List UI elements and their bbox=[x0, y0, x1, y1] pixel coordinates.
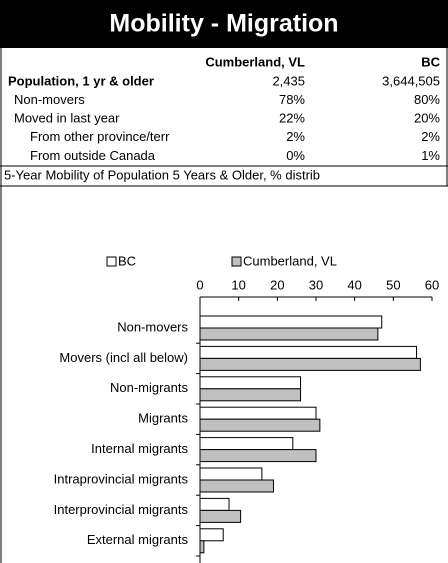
row-label: Population, 1 yr & older bbox=[8, 73, 154, 88]
category-label: Internal migrants bbox=[91, 441, 188, 456]
bar bbox=[199, 509, 242, 523]
bar bbox=[199, 376, 302, 390]
bar bbox=[199, 315, 383, 329]
cell: 2% bbox=[286, 129, 305, 144]
row-label: From outside Canada bbox=[30, 148, 156, 163]
bar bbox=[199, 528, 224, 542]
bar bbox=[199, 540, 205, 554]
category-label: Intraprovincial migrants bbox=[54, 471, 189, 486]
bar bbox=[199, 418, 321, 432]
bar bbox=[199, 327, 379, 341]
category-label: Interprovincial migrants bbox=[54, 502, 189, 517]
legend-swatch bbox=[106, 256, 117, 267]
x-tick-label: 0 bbox=[196, 277, 203, 292]
category-label: External migrants bbox=[87, 532, 189, 547]
legend-label: BC bbox=[118, 253, 136, 268]
row-label: Moved in last year bbox=[14, 111, 120, 126]
page-title: Mobility - Migration bbox=[109, 10, 338, 38]
category-label: Non-migrants bbox=[110, 380, 189, 395]
x-tick-label: 30 bbox=[309, 277, 323, 292]
cell: 80% bbox=[414, 92, 440, 107]
bar bbox=[199, 479, 274, 493]
x-tick-label: 50 bbox=[386, 277, 400, 292]
category-label: Movers (incl all below) bbox=[59, 350, 188, 365]
bar bbox=[199, 449, 317, 463]
cell: 22% bbox=[279, 111, 305, 126]
category-label: Migrants bbox=[138, 411, 188, 426]
bar bbox=[199, 345, 418, 359]
cell: 3,644,505 bbox=[382, 73, 440, 88]
x-tick-label: 40 bbox=[347, 277, 361, 292]
column-header: Cumberland, VL bbox=[205, 54, 305, 69]
cell: 0% bbox=[286, 148, 305, 163]
cell: 2,435 bbox=[272, 73, 305, 88]
chart-title: 5-Year Mobility of Population 5 Years & … bbox=[4, 167, 320, 182]
row-label: Non-movers bbox=[14, 92, 85, 107]
bar bbox=[199, 497, 230, 511]
x-tick-label: 10 bbox=[231, 277, 245, 292]
bar bbox=[199, 388, 302, 402]
title-bar bbox=[0, 0, 448, 48]
bar bbox=[199, 437, 294, 451]
cell: 1% bbox=[421, 148, 440, 163]
bar bbox=[199, 406, 317, 420]
x-tick-label: 60 bbox=[425, 277, 439, 292]
row-label: From other province/terr bbox=[30, 129, 170, 144]
bar bbox=[199, 357, 421, 371]
cell: 78% bbox=[279, 92, 305, 107]
category-label: Non-movers bbox=[117, 319, 188, 334]
legend-swatch bbox=[231, 256, 242, 267]
x-tick-label: 20 bbox=[270, 277, 284, 292]
legend-label: Cumberland, VL bbox=[243, 253, 337, 268]
cell: 2% bbox=[421, 129, 440, 144]
column-header: BC bbox=[421, 54, 440, 69]
bar bbox=[199, 467, 263, 481]
cell: 20% bbox=[414, 111, 440, 126]
